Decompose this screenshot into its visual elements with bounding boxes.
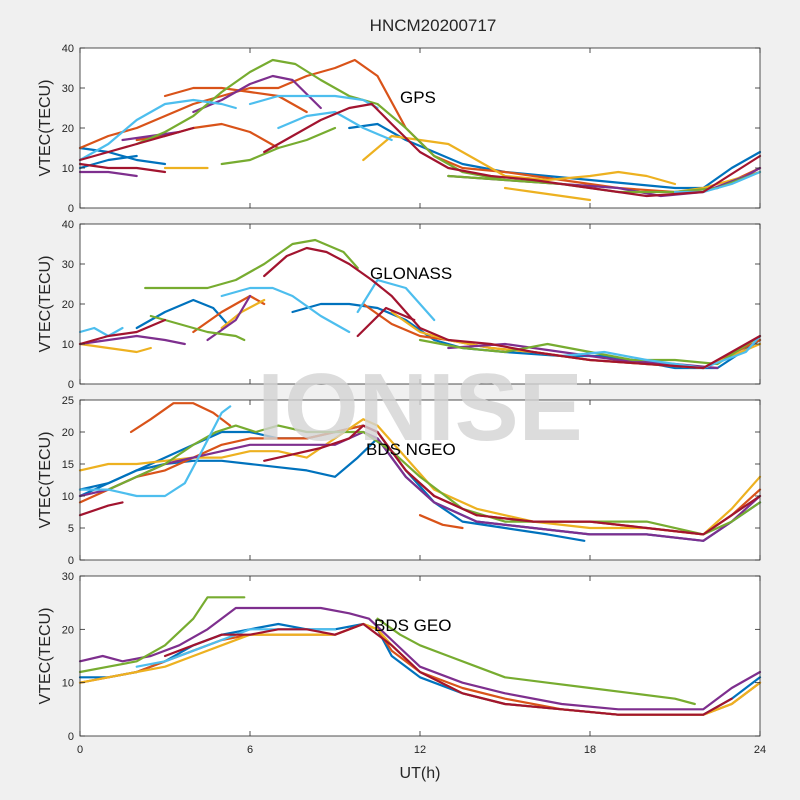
- y-tick-label: 5: [68, 523, 74, 535]
- series-line-8: [107, 424, 762, 536]
- y-axis-label: VTEC(TECU): [37, 80, 54, 177]
- series-line-22: [78, 126, 195, 162]
- series-line-18: [78, 98, 237, 162]
- y-tick-label: 20: [62, 624, 74, 636]
- panel-1: 0 10 20 30 40 VTEC(TECU) GPS: [37, 43, 762, 215]
- y-tick-label: 10: [62, 678, 74, 690]
- y-tick-label: 0: [68, 731, 74, 743]
- series-line-13: [418, 334, 762, 366]
- watermark: IONISE: [257, 354, 582, 461]
- y-tick-label: 20: [62, 299, 74, 311]
- panel-annotation: GLONASS: [370, 264, 452, 283]
- series-line-4: [78, 606, 762, 711]
- y-tick-label: 0: [68, 203, 74, 215]
- series-line-17: [560, 334, 762, 370]
- y-tick-label: 0: [68, 555, 74, 567]
- series-line-9: [78, 405, 232, 498]
- y-tick-label: 40: [62, 219, 74, 231]
- series-group: [78, 402, 762, 542]
- x-tick-label: 12: [414, 744, 426, 756]
- series-line-24: [78, 162, 167, 174]
- plot-area: [80, 48, 760, 208]
- x-tick-label: 18: [584, 744, 596, 756]
- series-line-19: [248, 94, 379, 110]
- panel-annotation: BDS NGEO: [366, 440, 456, 459]
- series-line-14: [78, 326, 124, 338]
- series-line-6: [376, 617, 696, 706]
- series-line-5: [418, 514, 464, 530]
- panel-3: 0 5 10 15 20 25 VTEC(TECU) BDS NGEO: [37, 395, 762, 567]
- y-tick-label: 10: [62, 339, 74, 351]
- series-line-4: [78, 58, 762, 194]
- y-tick-label: 10: [62, 163, 74, 175]
- y-tick-label: 30: [62, 83, 74, 95]
- series-group: [78, 238, 762, 370]
- series-group: [78, 58, 762, 202]
- series-line-8: [78, 334, 186, 346]
- series-group: [78, 596, 762, 716]
- panels-container: 0 10 20 30 40 VTEC(TECU) GPS 0 10 20 30 40 VTEC(TECU…: [37, 43, 766, 756]
- series-line-11: [78, 170, 138, 178]
- y-tick-label: 40: [62, 43, 74, 55]
- series-line-5: [78, 596, 246, 674]
- series-line-20: [356, 306, 416, 338]
- series-line-8: [362, 134, 677, 186]
- series-line-12: [149, 314, 246, 342]
- series-line-23: [263, 102, 762, 198]
- series-line-11: [263, 424, 762, 536]
- x-axis-label: UT(h): [400, 765, 441, 782]
- y-tick-label: 25: [62, 395, 74, 407]
- y-tick-label: 30: [62, 259, 74, 271]
- panel-4: 0 10 20 30 0 6 12 18 24 VTEC(TECU) BDS GEO: [37, 571, 766, 756]
- series-line-15: [220, 286, 351, 334]
- y-tick-label: 10: [62, 491, 74, 503]
- series-line-1: [78, 146, 167, 166]
- panel-annotation: GPS: [400, 88, 436, 107]
- series-line-20: [277, 110, 393, 142]
- y-tick-label: 20: [62, 427, 74, 439]
- series-line-14: [121, 130, 181, 142]
- y-tick-label: 0: [68, 379, 74, 391]
- panel-2: 0 10 20 30 40 VTEC(TECU) GLONASS: [37, 219, 762, 391]
- y-tick-label: 20: [62, 123, 74, 135]
- series-line-5: [78, 342, 152, 354]
- series-line-11: [144, 238, 359, 290]
- series-line-16: [220, 126, 337, 166]
- y-tick-label: 30: [62, 571, 74, 583]
- series-line-12: [192, 74, 322, 114]
- series-line-15: [135, 58, 507, 182]
- x-tick-label: 24: [754, 744, 766, 756]
- series-line-3: [192, 294, 266, 334]
- x-tick-label: 0: [77, 744, 83, 756]
- y-tick-label: 15: [62, 459, 74, 471]
- y-axis-label: VTEC(TECU): [37, 608, 54, 705]
- series-line-18: [78, 318, 167, 346]
- figure-title: HNCM20200717: [370, 16, 497, 35]
- series-line-8: [163, 622, 733, 716]
- series-line-5: [163, 86, 308, 114]
- y-axis-label: VTEC(TECU): [37, 256, 54, 353]
- y-axis-label: VTEC(TECU): [37, 432, 54, 529]
- panel-annotation: BDS GEO: [374, 616, 451, 635]
- series-line-19: [263, 246, 762, 370]
- series-line-6: [78, 418, 762, 536]
- series-line-9: [503, 186, 592, 202]
- x-tick-label: 6: [247, 744, 253, 756]
- series-line-16: [356, 278, 436, 322]
- series-line-3: [129, 402, 232, 434]
- series-line-10: [78, 501, 124, 517]
